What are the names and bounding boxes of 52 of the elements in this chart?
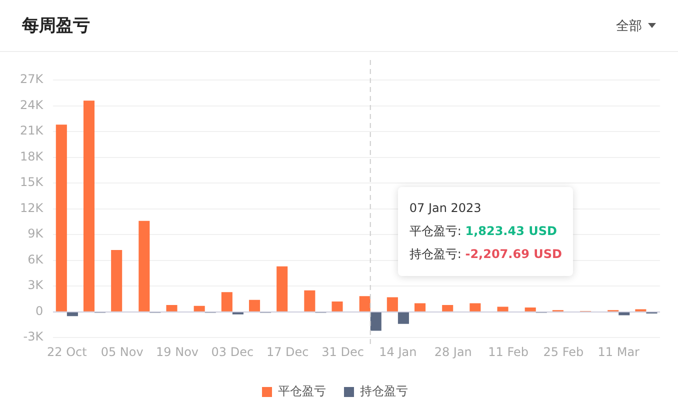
bar bbox=[414, 303, 426, 312]
bar bbox=[359, 296, 370, 312]
bar bbox=[138, 220, 150, 312]
bar bbox=[618, 312, 630, 316]
bar bbox=[470, 303, 481, 312]
x-tick-label: 14 Jan bbox=[379, 344, 417, 359]
bar bbox=[442, 304, 454, 312]
bar bbox=[194, 306, 205, 312]
y-tick-label: 12K bbox=[20, 200, 44, 215]
y-tick-label: 15K bbox=[20, 175, 44, 190]
x-tick-label: 22 Oct bbox=[47, 344, 88, 359]
y-tick-label: 18K bbox=[20, 149, 44, 164]
y-tick-label: 0 bbox=[36, 304, 44, 318]
bar bbox=[66, 312, 78, 316]
bar bbox=[248, 300, 260, 312]
x-tick-label: 19 Nov bbox=[156, 344, 199, 359]
x-tick-label: 28 Jan bbox=[434, 344, 472, 359]
bar bbox=[398, 312, 409, 324]
y-tick-label: 27K bbox=[20, 72, 44, 86]
annotation: 平仓盈亏: 1,823.43 USD bbox=[409, 223, 558, 240]
annotation: 持仓盈亏: -2,207.69 USD bbox=[409, 246, 562, 264]
y-tick-label: 6K bbox=[28, 252, 44, 266]
bar bbox=[332, 302, 343, 312]
bar bbox=[276, 266, 288, 312]
x-tick-label: 11 Feb bbox=[488, 344, 528, 359]
y-tick-label: 21K bbox=[20, 124, 44, 138]
x-tick-label: 03 Dec bbox=[211, 344, 254, 359]
x-tick-label: 25 Feb bbox=[543, 344, 584, 359]
bar bbox=[304, 290, 316, 312]
bar bbox=[166, 304, 178, 312]
bar bbox=[111, 250, 122, 312]
legend-label: 平仓盈亏 bbox=[278, 384, 326, 398]
legend-label: 持仓盈亏 bbox=[360, 384, 408, 398]
y-tick-label: 9K bbox=[28, 226, 44, 241]
x-tick-label: 05 Nov bbox=[100, 344, 144, 359]
bar bbox=[56, 124, 67, 312]
y-tick-label: 3K bbox=[28, 278, 44, 292]
bar bbox=[370, 312, 382, 331]
y-tick-label: 24K bbox=[20, 98, 44, 112]
x-tick-label: 31 Dec bbox=[322, 344, 364, 359]
bar bbox=[83, 100, 95, 312]
annotation: 07 Jan 2023 bbox=[409, 200, 482, 218]
y-tick-label: -3K bbox=[23, 330, 44, 344]
chart-title: 每周盈亏 bbox=[22, 15, 90, 37]
text: 全部 bbox=[616, 18, 643, 34]
bar bbox=[524, 308, 536, 312]
tooltip-card: 07 Jan 2023 平仓盈亏: 1,823.43 USD 持仓盈亏: -2,207.69 USD bbox=[398, 187, 573, 276]
x-tick-label: 17 Dec bbox=[266, 344, 309, 359]
bar bbox=[386, 297, 398, 312]
bar bbox=[497, 306, 508, 312]
x-tick-label: 11 Mar bbox=[598, 344, 640, 359]
bar bbox=[221, 292, 232, 312]
